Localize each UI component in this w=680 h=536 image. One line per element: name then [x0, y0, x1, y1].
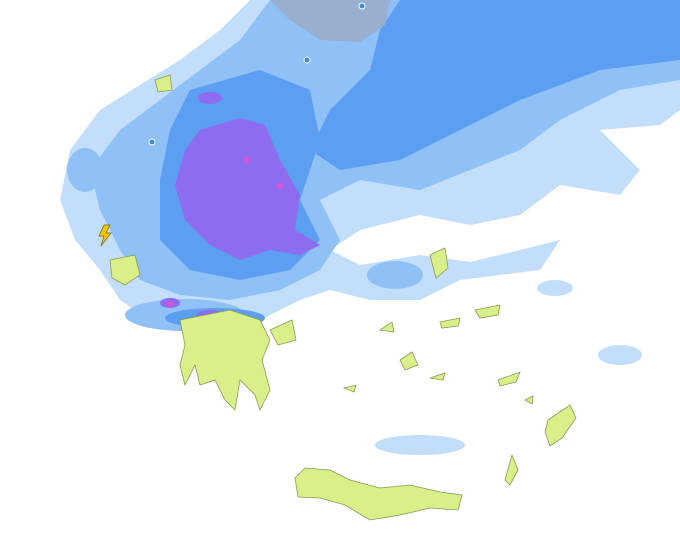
- snow-area: [270, 0, 390, 42]
- island: [524, 395, 534, 405]
- rain-area: [167, 301, 173, 307]
- rain-drops: [148, 2, 366, 146]
- island: [399, 351, 419, 371]
- land: [109, 74, 577, 521]
- raindrop-icon: [148, 138, 156, 146]
- rain-area: [367, 261, 423, 289]
- island: [429, 247, 449, 279]
- island: [497, 371, 521, 387]
- rain-area: [277, 183, 283, 189]
- raindrop-icon: [358, 2, 366, 10]
- raindrop-icon: [303, 56, 311, 64]
- rain-area: [67, 148, 103, 192]
- island: [474, 304, 501, 319]
- rain-area: [310, 0, 680, 170]
- island: [154, 74, 173, 93]
- precip-extreme: [167, 157, 283, 307]
- rain-area: [598, 345, 642, 365]
- island: [342, 384, 357, 393]
- island: [269, 319, 297, 346]
- rain-area: [537, 280, 573, 296]
- crete: [294, 467, 463, 521]
- island: [504, 453, 519, 486]
- rain-area: [175, 118, 320, 260]
- island: [109, 254, 141, 286]
- island: [429, 372, 446, 381]
- peloponnese: [179, 309, 271, 412]
- lightning-icon: [98, 224, 112, 247]
- rain-area: [198, 92, 222, 104]
- rain-area: [375, 435, 465, 455]
- island: [439, 317, 461, 329]
- island: [378, 321, 395, 333]
- rain-area: [244, 157, 250, 163]
- rhodes: [544, 404, 577, 447]
